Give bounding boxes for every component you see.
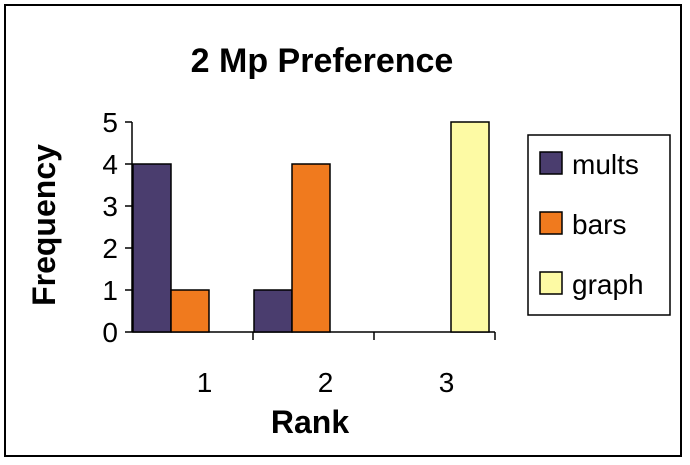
x-tick-label: 3: [439, 367, 455, 398]
bar-mults-1: [132, 163, 172, 333]
y-tick-label: 5: [102, 107, 118, 138]
chart-title: 2 Mp Preference: [191, 42, 454, 80]
x-tick-label: 2: [318, 367, 334, 398]
y-axis-title: Frequency: [26, 144, 62, 306]
y-tick-label: 1: [102, 275, 118, 306]
legend-swatch-mults: [539, 151, 563, 175]
y-tick-label: 4: [102, 149, 118, 180]
legend-swatch-graph: [539, 271, 563, 295]
legend: mults bars graph: [527, 134, 671, 316]
bar-bars-2: [291, 163, 331, 333]
legend-swatch-bars: [539, 211, 563, 235]
plot-area: 0 1 2 3 4 5 1 2 3: [102, 107, 496, 398]
legend-label-bars: bars: [572, 209, 626, 240]
y-tick-label: 2: [102, 233, 118, 264]
y-tick-label: 3: [102, 191, 118, 222]
legend-label-mults: mults: [572, 149, 639, 180]
bar-graph-3: [450, 121, 490, 333]
y-tick-label: 0: [102, 317, 118, 348]
bar-mults-2: [253, 289, 293, 333]
legend-label-graph: graph: [572, 269, 644, 300]
x-axis-title: Rank: [271, 404, 349, 440]
x-tick-label: 1: [197, 367, 213, 398]
bar-bars-1: [170, 289, 210, 333]
